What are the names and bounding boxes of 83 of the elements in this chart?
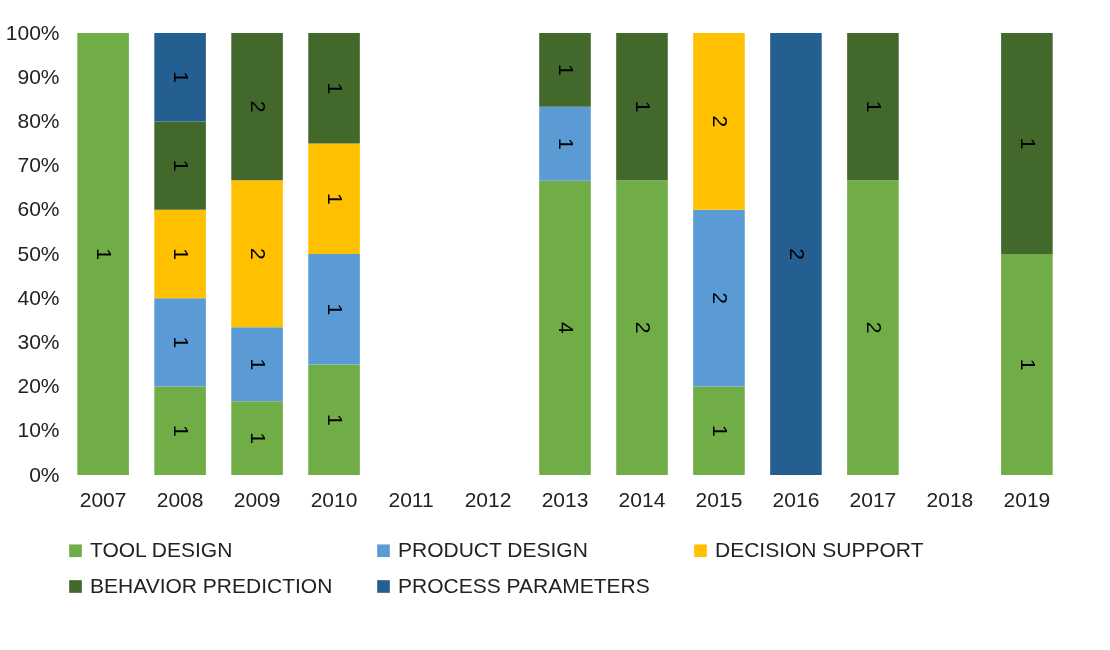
- x-tick-label: 2014: [618, 487, 666, 511]
- y-tick-label: 100%: [5, 20, 60, 44]
- annotation: 1: [170, 424, 194, 437]
- y-tick-label: 50%: [17, 241, 60, 265]
- x-tick-label: 2018: [926, 487, 974, 511]
- legend-label: PRODUCT DESIGN: [398, 537, 588, 561]
- annotation: 1: [862, 100, 886, 113]
- annotation: 2: [247, 100, 271, 113]
- bar: [308, 33, 360, 144]
- y-tick-label: 90%: [17, 64, 60, 88]
- bar: [693, 386, 745, 475]
- annotation: 1: [1016, 137, 1040, 150]
- x-tick-label: 2017: [849, 487, 897, 511]
- annotation: 2: [785, 248, 809, 260]
- annotation: 1: [247, 358, 271, 371]
- annotation: 4: [555, 321, 578, 334]
- bar: [154, 386, 206, 475]
- bar: [616, 180, 668, 475]
- bar: [231, 327, 283, 402]
- x-tick-label: 2010: [310, 487, 358, 511]
- annotation: 1: [631, 100, 655, 113]
- x-tick-label: 2011: [388, 487, 434, 511]
- bar: [770, 33, 822, 475]
- annotation: 1: [170, 248, 194, 260]
- bar: [539, 180, 591, 475]
- bar: [847, 33, 899, 181]
- y-tick-label: 30%: [17, 329, 60, 353]
- bar: [231, 180, 283, 328]
- annotation: 1: [324, 192, 348, 205]
- x-tick-label: 2019: [1003, 487, 1051, 511]
- bar: [847, 180, 899, 475]
- annotation: 1: [708, 424, 732, 437]
- y-tick-label: 60%: [17, 197, 60, 221]
- bar: [154, 121, 206, 210]
- legend-label: TOOL DESIGN: [90, 537, 233, 561]
- y-tick-label: 10%: [17, 418, 60, 442]
- bar: [1001, 33, 1053, 254]
- annotation: 1: [247, 432, 271, 444]
- annotation: 1: [170, 159, 194, 172]
- annotation: 2: [862, 321, 886, 334]
- bar: [693, 209, 745, 387]
- x-tick-label: 2008: [156, 487, 204, 511]
- bar: [308, 254, 360, 365]
- y-tick-label: 20%: [17, 374, 60, 398]
- annotation: 1: [324, 82, 348, 95]
- annotation: 1: [1016, 358, 1040, 371]
- annotation: 1: [555, 137, 578, 150]
- bar: [231, 401, 283, 475]
- annotation: 1: [324, 413, 348, 426]
- annotation: 1: [93, 248, 117, 260]
- bar: [1001, 254, 1053, 475]
- annotation: 2: [708, 292, 732, 305]
- bar: [308, 364, 360, 475]
- bar: [154, 209, 206, 299]
- x-tick-label: 2015: [695, 487, 743, 511]
- y-tick-label: 0%: [29, 462, 60, 486]
- legend-label: PROCESS PARAMETERS: [398, 573, 650, 597]
- x-tick-label: 2007: [79, 487, 127, 511]
- bar: [539, 106, 591, 181]
- y-tick-label: 40%: [17, 285, 60, 309]
- bar: [231, 33, 283, 181]
- bar: [77, 33, 129, 475]
- annotation: 1: [170, 336, 194, 349]
- bar: [539, 33, 591, 107]
- annotation: 1: [170, 71, 194, 84]
- annotation: 2: [631, 321, 655, 334]
- annotation: 1: [324, 303, 348, 316]
- annotation: 2: [708, 115, 732, 128]
- x-tick-label: 2009: [233, 487, 281, 511]
- bar: [308, 143, 360, 254]
- bar: [616, 33, 668, 181]
- x-tick-label: 2013: [541, 487, 589, 511]
- y-tick-label: 70%: [17, 153, 60, 177]
- bar: [154, 298, 206, 387]
- legend-label: DECISION SUPPORT: [715, 537, 924, 561]
- x-tick-label: 2016: [772, 487, 820, 511]
- y-tick-label: 80%: [17, 108, 60, 132]
- bar: [693, 33, 745, 210]
- bar: [154, 33, 206, 122]
- annotation: 2: [247, 247, 271, 260]
- legend-label: BEHAVIOR PREDICTION: [90, 573, 333, 597]
- annotation: 1: [555, 64, 578, 76]
- x-tick-label: 2012: [464, 487, 512, 511]
